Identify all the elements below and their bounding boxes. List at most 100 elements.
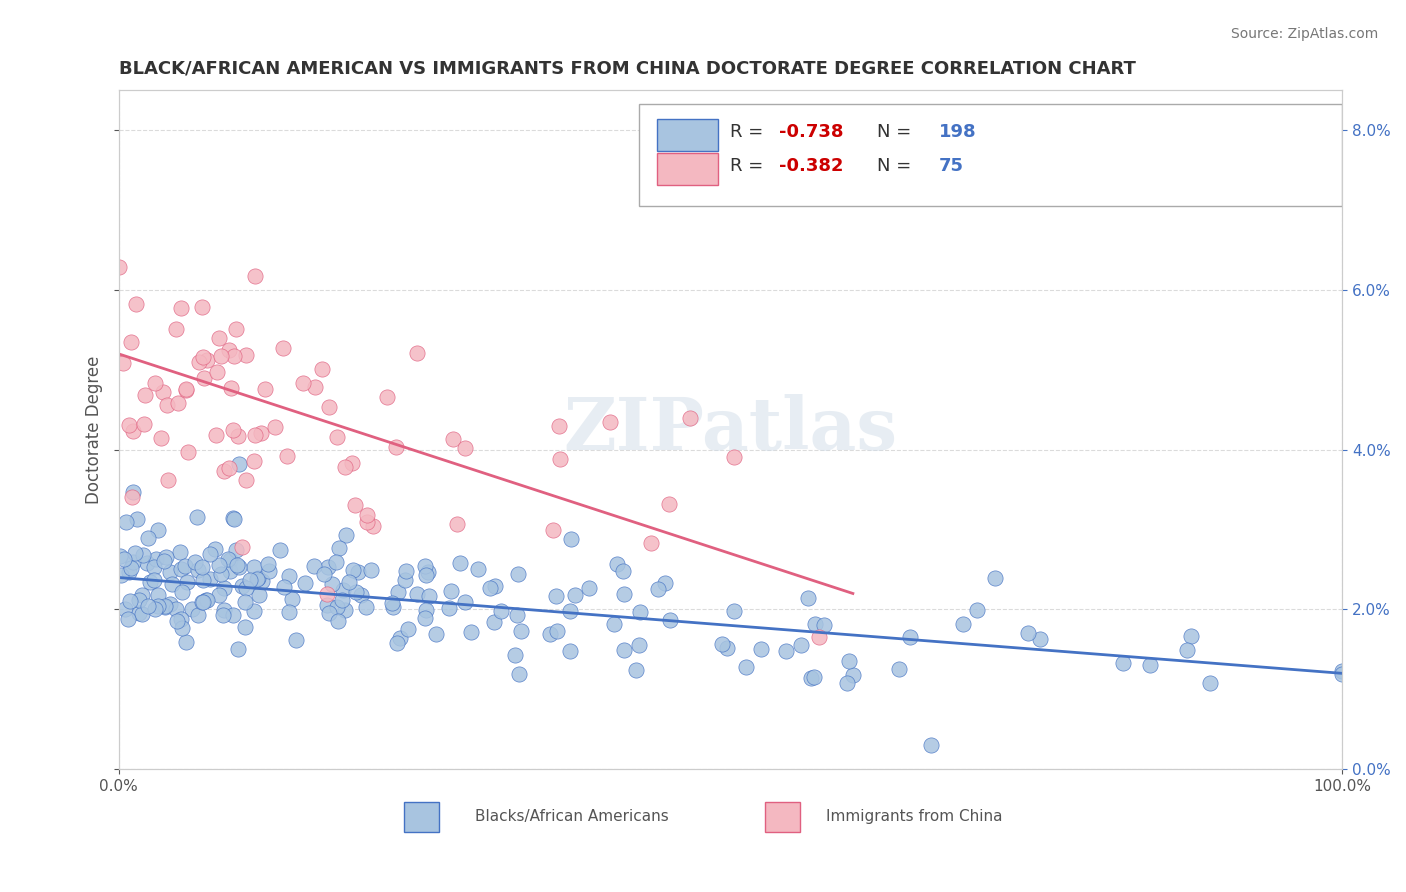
Point: [387, 636, 409, 650]
Point: [489, 604, 512, 618]
Point: [454, 441, 477, 455]
Point: [195, 593, 218, 607]
Point: [246, 573, 269, 587]
Point: [153, 600, 176, 615]
Point: [233, 620, 256, 634]
Point: [813, 618, 835, 632]
Point: [396, 622, 419, 636]
Point: [159, 565, 181, 579]
Point: [335, 460, 357, 475]
Point: [332, 583, 354, 598]
Point: [257, 564, 280, 578]
Point: [318, 401, 340, 415]
Text: -0.382: -0.382: [779, 157, 844, 176]
Point: [143, 376, 166, 390]
Point: [153, 554, 176, 568]
Point: [121, 490, 143, 504]
Point: [120, 561, 142, 575]
Point: [200, 572, 222, 586]
Point: [134, 417, 156, 431]
Point: [233, 595, 256, 609]
Point: [190, 559, 212, 574]
Point: [117, 418, 139, 433]
Point: [460, 625, 482, 640]
Point: [131, 588, 153, 602]
Point: [249, 425, 271, 440]
Point: [156, 398, 179, 412]
Point: [243, 268, 266, 283]
Point: [269, 542, 291, 557]
Point: [716, 641, 738, 656]
Text: Source: ZipAtlas.com: Source: ZipAtlas.com: [1230, 27, 1378, 41]
Point: [243, 454, 266, 468]
Point: [803, 617, 825, 632]
Point: [184, 555, 207, 569]
Point: [191, 595, 214, 609]
Point: [204, 541, 226, 556]
Point: [176, 382, 198, 396]
Point: [318, 606, 340, 620]
Point: [112, 356, 135, 370]
Point: [326, 430, 349, 444]
Point: [174, 559, 197, 574]
Point: [454, 594, 477, 608]
Text: Immigrants from China: Immigrants from China: [825, 809, 1002, 824]
Point: [149, 431, 172, 445]
Point: [187, 355, 209, 369]
Point: [599, 416, 621, 430]
Point: [347, 565, 370, 579]
Point: [808, 630, 831, 644]
Point: [225, 322, 247, 336]
Point: [242, 560, 264, 574]
Point: [170, 612, 193, 626]
Point: [121, 555, 143, 569]
Point: [612, 564, 634, 578]
Point: [155, 550, 177, 565]
Point: [278, 569, 301, 583]
Point: [122, 484, 145, 499]
Point: [333, 603, 356, 617]
Point: [131, 607, 153, 621]
Point: [225, 542, 247, 557]
Point: [415, 602, 437, 616]
Point: [558, 644, 581, 658]
Point: [114, 602, 136, 616]
Point: [658, 498, 681, 512]
Point: [235, 473, 257, 487]
Point: [627, 638, 650, 652]
Point: [110, 568, 132, 582]
Point: [108, 260, 131, 275]
Point: [292, 376, 315, 390]
FancyBboxPatch shape: [404, 802, 439, 831]
Point: [624, 663, 647, 677]
FancyBboxPatch shape: [657, 153, 718, 186]
Point: [837, 676, 859, 690]
Point: [735, 659, 758, 673]
Point: [510, 624, 533, 638]
Point: [342, 563, 364, 577]
Point: [146, 599, 169, 613]
Point: [253, 382, 276, 396]
Point: [278, 605, 301, 619]
Y-axis label: Doctorate Degree: Doctorate Degree: [86, 356, 103, 504]
Point: [187, 563, 209, 577]
Text: -0.738: -0.738: [779, 123, 844, 141]
Point: [198, 547, 221, 561]
Point: [221, 381, 243, 395]
Point: [603, 616, 626, 631]
Point: [214, 581, 236, 595]
Point: [332, 593, 354, 607]
Point: [142, 560, 165, 574]
Point: [110, 549, 132, 563]
Point: [344, 585, 367, 599]
Point: [547, 419, 569, 434]
Point: [218, 460, 240, 475]
Text: N =: N =: [877, 157, 917, 176]
Point: [506, 567, 529, 582]
Point: [226, 642, 249, 657]
Point: [222, 607, 245, 622]
Point: [363, 518, 385, 533]
Point: [316, 587, 339, 601]
Point: [165, 322, 187, 336]
Point: [838, 654, 860, 668]
